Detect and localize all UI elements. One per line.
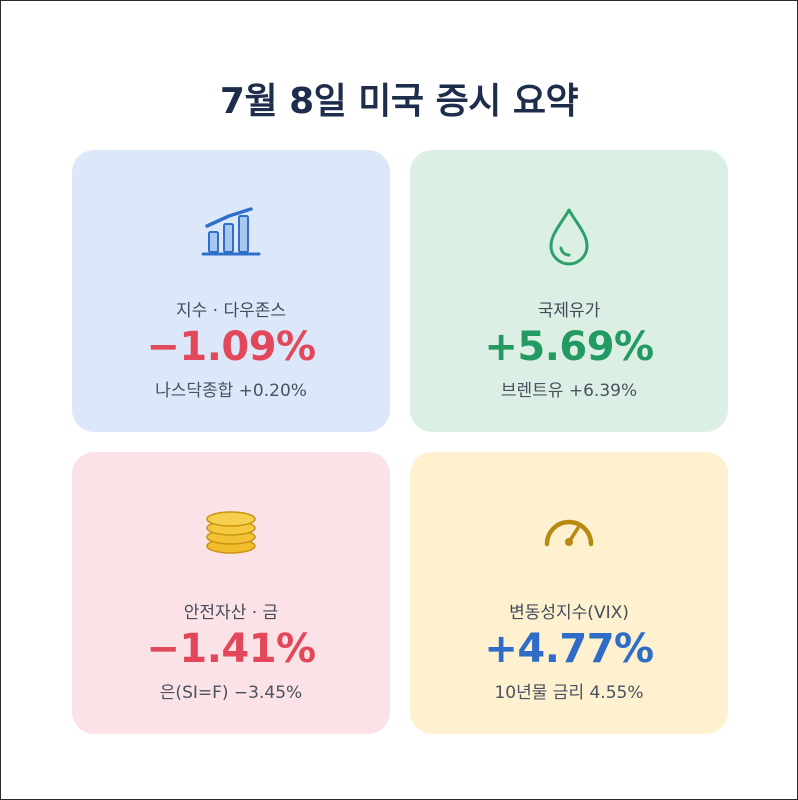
card-gold: 안전자산 · 금 −1.41% 은(SI=F) −3.45% [72,452,390,734]
card-label: 지수 · 다우존스 [175,301,287,321]
coins-icon [72,508,390,556]
card-label: 변동성지수(VIX) [509,603,629,623]
card-subtext: 10년물 금리 4.55% [494,683,644,703]
card-value: +5.69% [484,324,654,370]
card-subtext: 브렌트유 +6.39% [500,381,638,401]
gauge-icon [410,508,728,552]
card-dow-jones: 지수 · 다우존스 −1.09% 나스닥종합 +0.20% [72,150,390,432]
card-value: −1.41% [146,626,316,672]
card-subtext: 나스닥종합 +0.20% [155,381,307,401]
card-label: 국제유가 [537,301,601,321]
card-label: 안전자산 · 금 [183,603,279,623]
card-subtext: 은(SI=F) −3.45% [159,683,303,703]
card-value: −1.09% [146,324,316,370]
card-vix: 변동성지수(VIX) +4.77% 10년물 금리 4.55% [410,452,728,734]
page-title: 7월 8일 미국 증시 요약 [219,81,579,122]
card-oil: 국제유가 +5.69% 브렌트유 +6.39% [410,150,728,432]
card-value: +4.77% [484,626,654,672]
bar-chart-icon [72,206,390,258]
oil-drop-icon [410,206,728,268]
